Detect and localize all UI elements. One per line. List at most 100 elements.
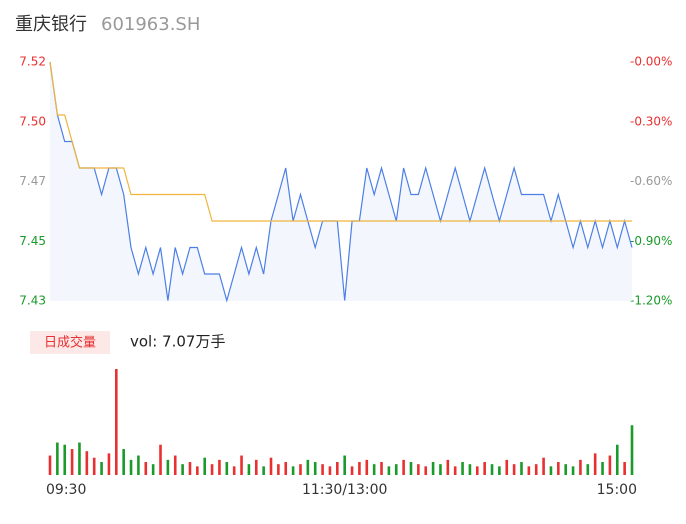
volume-bar <box>299 464 302 475</box>
x-tick-label: 15:00 <box>597 482 637 498</box>
y-tick-label: 7.47 <box>19 174 46 188</box>
volume-bar <box>129 459 133 475</box>
volume-bar <box>527 466 531 475</box>
y-tick-label: 7.52 <box>19 55 46 69</box>
volume-bar <box>623 462 626 475</box>
volume-bar <box>424 466 428 475</box>
volume-bar <box>601 462 604 475</box>
volume-bar <box>328 466 332 475</box>
volume-bar <box>380 462 383 475</box>
volume-bar <box>549 466 553 475</box>
volume-bar <box>520 462 523 475</box>
volume-bar <box>409 462 413 475</box>
volume-bar <box>262 466 265 475</box>
y-tick-label: 7.50 <box>19 114 46 128</box>
volume-bar <box>365 459 369 475</box>
volume-bar <box>218 459 221 475</box>
volume-bar <box>564 464 567 475</box>
volume-bar <box>505 459 509 475</box>
volume-bar <box>92 457 96 475</box>
x-tick-label: 09:30 <box>46 482 86 498</box>
volume-bar <box>313 462 317 475</box>
volume-bar <box>48 455 52 475</box>
volume-bar <box>173 455 177 475</box>
volume-bar <box>196 466 199 475</box>
y2-tick-label: -0.60% <box>630 174 672 188</box>
volume-bar <box>461 462 464 475</box>
volume-bar <box>151 464 155 475</box>
volume-summary: vol: 7.07万手 <box>130 333 225 351</box>
volume-bar <box>321 464 324 475</box>
volume-bar <box>387 466 391 475</box>
volume-bar <box>630 425 634 475</box>
volume-bar <box>144 462 148 475</box>
volume-bar <box>483 462 486 475</box>
y-tick-label: 7.43 <box>19 294 46 308</box>
price-line <box>49 61 633 303</box>
price-area <box>50 62 632 301</box>
volume-bar <box>498 466 501 475</box>
volume-bar <box>593 453 597 475</box>
average-line <box>49 61 632 222</box>
volume-bar <box>63 444 67 475</box>
volume-bar <box>542 457 545 475</box>
y2-tick-label: -0.90% <box>630 234 672 248</box>
volume-bar <box>188 462 192 475</box>
volume-bar <box>284 462 288 475</box>
y2-tick-label: -0.30% <box>630 114 672 128</box>
y-tick-label: 7.45 <box>19 234 46 248</box>
volume-bar <box>85 451 89 475</box>
volume-bar <box>439 464 442 475</box>
volume-bar <box>240 455 243 475</box>
volume-bar <box>446 459 450 475</box>
volume-bar <box>579 459 582 475</box>
volume-bar <box>225 462 229 475</box>
volume-bar <box>159 444 162 475</box>
volume-bar <box>210 464 214 475</box>
volume-bar <box>181 464 184 475</box>
volume-bar <box>534 464 538 475</box>
volume-bar <box>557 462 560 475</box>
x-tick-label: 11:30/13:00 <box>302 482 387 498</box>
volume-bar <box>70 449 74 475</box>
volume-label: 日成交量 <box>44 335 96 351</box>
volume-bar <box>232 466 236 475</box>
volume-bar <box>468 464 472 475</box>
volume-bar <box>291 466 295 475</box>
volume-bar <box>107 453 111 475</box>
chart-title: 重庆银行 <box>15 14 87 35</box>
volume-bar <box>615 444 619 475</box>
volume-bar <box>306 459 310 475</box>
volume-bar <box>475 466 479 475</box>
volume-bar <box>372 464 376 475</box>
volume-bar <box>394 464 398 475</box>
volume-bar <box>417 464 420 475</box>
volume-bar <box>358 462 361 475</box>
volume-bar <box>203 457 207 475</box>
volume-bar <box>586 464 590 475</box>
volume-bar <box>453 466 457 475</box>
y2-tick-label: -1.20% <box>630 294 672 308</box>
volume-bar <box>269 457 273 475</box>
chart-subtitle: 601963.SH <box>101 14 200 35</box>
volume-bar <box>490 464 494 475</box>
volume-bar <box>56 442 59 475</box>
volume-bar <box>247 464 251 475</box>
volume-badge <box>30 331 110 354</box>
volume-bar <box>431 462 435 475</box>
volume-bar <box>115 369 118 475</box>
volume-bar <box>100 462 103 475</box>
y2-tick-label: -0.00% <box>630 55 672 69</box>
volume-bar <box>122 449 125 475</box>
volume-bar <box>402 459 405 475</box>
volume-bar <box>78 442 81 475</box>
volume-bar <box>608 455 612 475</box>
volume-bar <box>343 455 346 475</box>
volume-bar <box>350 466 354 475</box>
volume-bar <box>137 455 140 475</box>
volume-bar <box>277 464 280 475</box>
volume-bar <box>166 459 170 475</box>
volume-bar <box>336 462 339 475</box>
volume-bar <box>571 466 575 475</box>
